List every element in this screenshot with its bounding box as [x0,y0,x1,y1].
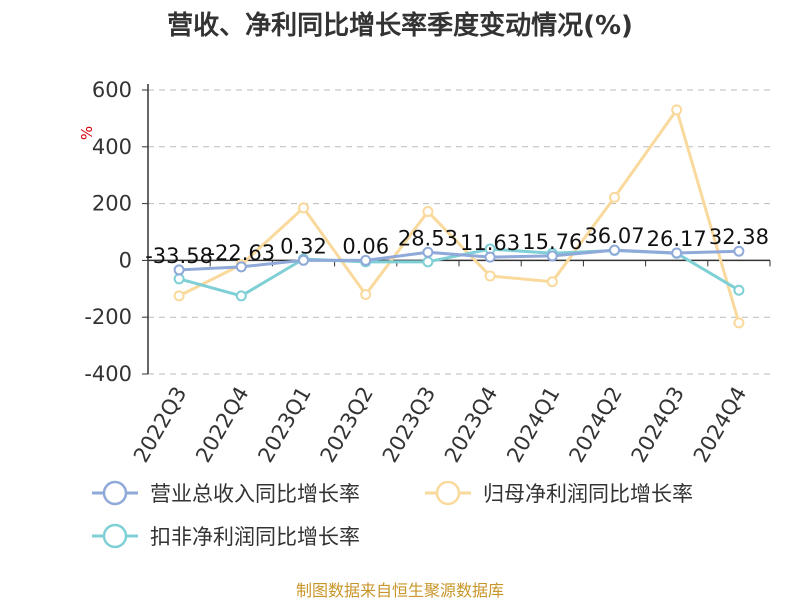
chart-title: 营收、净利同比增长率季度变动情况(%) [167,10,633,41]
x-tick-label: 2024Q2 [564,383,626,467]
legend-swatch-marker [102,523,128,549]
data-label: -33.58 [145,244,213,268]
y-tick-label: -200 [84,305,132,329]
data-point [546,276,558,288]
data-label: 0.06 [342,234,389,258]
data-label: 36.07 [584,224,644,248]
x-tick-label: 2024Q3 [627,383,689,467]
data-label: 11.63 [460,231,520,255]
data-point [235,261,247,273]
data-point [422,206,434,218]
data-point [173,264,185,276]
data-point [671,104,683,116]
data-label: 28.53 [398,226,458,250]
series-group [173,104,745,329]
data-label: 0.32 [280,234,327,258]
legend-swatch-marker [102,480,128,506]
data-point [484,251,496,263]
data-point [733,245,745,257]
series-line [178,108,741,324]
data-point [484,270,496,282]
x-tick-labels: 2022Q3 2022Q4 2023Q1 2023Q2 2023Q3 2023Q4 2024… [129,383,751,467]
x-tick-label: 2024Q1 [502,383,564,467]
data-point [422,256,434,268]
y-tick-label: 400 [92,135,132,159]
legend-item: 营业总收入同比增长率 [92,480,360,506]
grid-lines [148,89,770,375]
x-tick-label: 2023Q4 [440,383,502,467]
data-point [609,244,620,256]
x-tick-label: 2024Q4 [689,383,751,467]
data-point [422,246,434,258]
legend-label: 归母净利润同比增长率 [483,482,693,506]
axes [142,84,771,375]
legend-item: 扣非净利润同比增长率 [92,523,360,549]
data-point [546,250,558,262]
data-point [609,191,620,203]
y-tick-labels: 600 400 200 0 -200 -400 [84,78,132,386]
legend-swatch-marker [435,480,461,506]
data-point [173,290,185,302]
legend-label: 扣非净利润同比增长率 [150,525,360,549]
y-tick-label: -400 [84,362,132,386]
data-point [733,284,745,296]
data-labels: -33.58-22.63 0.32 0.06 28.53 11.63 15.76 36.07… [145,224,769,268]
data-point [298,202,309,214]
series-line [179,248,739,272]
x-tick-label: 2023Q3 [378,383,440,467]
source-note: 制图数据来自恒生聚源数据库 [296,581,504,600]
x-tick-label: 2022Q4 [191,383,253,467]
legend-item: 归母净利润同比增长率 [425,480,693,506]
data-label: 26.17 [647,227,707,251]
data-point [360,254,372,266]
data-point [733,317,745,329]
data-point [360,288,372,300]
data-label: 15.76 [522,230,582,254]
x-tick-label: 2022Q3 [129,383,191,467]
y-tick-label: 600 [92,78,132,102]
data-point [671,247,683,259]
data-point [173,273,185,285]
data-label: 32.38 [709,225,769,249]
legend-label: 营业总收入同比增长率 [150,482,360,506]
data-point [235,290,247,302]
data-point [298,254,309,266]
y-tick-label: 200 [92,192,132,216]
y-axis-unit: % [78,126,96,140]
y-tick-label: 0 [119,248,132,272]
data-label: -22.63 [207,241,275,265]
x-tick-label: 2023Q1 [253,383,315,467]
x-tick-label: 2023Q2 [316,383,378,467]
